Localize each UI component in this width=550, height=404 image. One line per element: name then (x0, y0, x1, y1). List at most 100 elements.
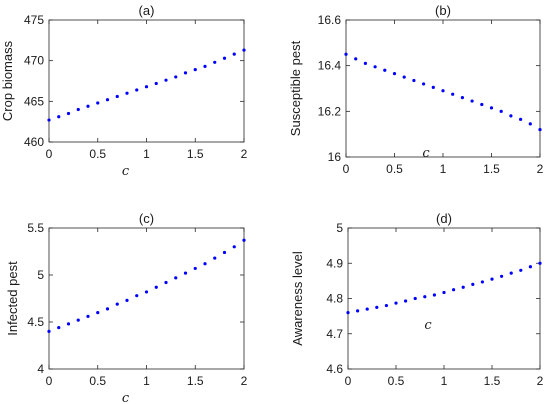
data-point (193, 266, 197, 271)
y-tick-label: 4.6 (326, 362, 343, 376)
x-tick-label: 0.5 (89, 374, 106, 388)
data-point (203, 64, 207, 68)
y-tick-label: 4.8 (326, 292, 343, 306)
x-tick-label: 0 (46, 147, 53, 161)
data-point (86, 104, 90, 108)
y-tick-label: 5.5 (27, 221, 44, 235)
data-point (480, 280, 484, 284)
data-point (528, 122, 532, 126)
data-point (96, 311, 100, 315)
data-point (461, 285, 465, 289)
y-axis-title: Awareness level (290, 251, 305, 346)
y-tick-label: 460 (24, 135, 44, 149)
y-tick-label: 470 (24, 54, 44, 68)
data-point (232, 52, 236, 56)
data-point (392, 72, 397, 76)
data-point (57, 326, 61, 330)
y-tick-label: 16.6 (318, 13, 342, 27)
data-point (470, 99, 474, 103)
x-tick-label: 0 (345, 374, 352, 388)
data-point (144, 85, 149, 89)
y-tick-label: 16.2 (318, 104, 342, 118)
data-point (519, 117, 523, 121)
data-point (489, 106, 494, 110)
y-tick-label: 4.5 (27, 315, 44, 329)
panel-title: (a) (139, 3, 155, 18)
data-point (451, 92, 455, 96)
chart-panel-d: 0 0.5 1 1.5 2 4.6 4.7 4.8 4.9 5 (d) Awareness level… (290, 211, 544, 388)
data-point (519, 268, 523, 272)
data-point (164, 78, 168, 82)
data-point (442, 290, 446, 295)
data-point (363, 61, 367, 65)
data-point (76, 318, 80, 322)
data-point (500, 274, 504, 278)
data-point (432, 293, 436, 297)
data-point (538, 128, 542, 132)
x-tick-label: 1 (143, 374, 150, 388)
data-point (66, 322, 71, 326)
x-tick-label: 0.5 (386, 162, 403, 176)
x-axis-title: c (122, 391, 130, 404)
data-point (125, 298, 129, 302)
data-point (242, 238, 246, 242)
data-point (365, 307, 369, 311)
x-tick-label: 0 (343, 162, 350, 176)
data-point (213, 256, 217, 260)
data-point (384, 303, 388, 308)
data-point (452, 288, 456, 292)
data-point (346, 311, 350, 315)
x-tick-label: 2 (241, 374, 248, 388)
data-point (47, 329, 51, 333)
data-point (394, 301, 398, 305)
x-tick-label: 0 (46, 374, 53, 388)
data-point (412, 78, 416, 83)
x-tick-label: 1 (143, 147, 150, 161)
y-tick-label: 465 (24, 94, 44, 108)
data-point (115, 302, 119, 306)
chart-panel-a: 0 0.5 1 1.5 2 460 465 470 475 (a) Crop biomass c (0, 3, 248, 179)
x-tick-label: 1.5 (187, 147, 204, 161)
data-point (193, 68, 197, 72)
data-point (154, 285, 158, 289)
x-tick-label: 2 (241, 147, 248, 161)
x-tick-label: 1.5 (483, 162, 500, 176)
data-point (480, 102, 484, 107)
y-tick-label: 4 (37, 362, 44, 376)
data-point (115, 94, 119, 99)
panel-title: (b) (435, 3, 451, 18)
data-point (354, 57, 358, 61)
y-tick-label: 16.4 (318, 59, 342, 73)
y-tick-label: 4.9 (326, 256, 343, 270)
data-point (383, 68, 387, 72)
data-point (413, 296, 417, 301)
data-point (76, 107, 80, 112)
data-point (356, 309, 360, 313)
y-axis-title: Infected pest (5, 261, 20, 336)
x-tick-label: 1.5 (484, 374, 501, 388)
y-tick-label: 5 (37, 268, 44, 282)
data-point (96, 101, 100, 105)
data-point (404, 299, 408, 303)
data-point (174, 75, 178, 79)
chart-panel-b: 0 0.5 1 1.5 2 16 16.2 16.4 16.6 (b) Susceptible pe… (288, 3, 544, 176)
x-axis-title: c (424, 318, 432, 333)
data-point (490, 277, 494, 281)
y-tick-label: 475 (24, 13, 44, 27)
data-point (47, 118, 51, 122)
data-point (242, 48, 246, 52)
x-tick-label: 0.5 (388, 374, 405, 388)
data-point (431, 85, 435, 89)
x-tick-label: 1.5 (187, 374, 204, 388)
y-tick-label: 5 (336, 221, 343, 235)
data-point (86, 314, 90, 318)
y-tick-label: 4.7 (326, 327, 343, 341)
data-point (105, 307, 110, 311)
panel-title: (d) (436, 211, 452, 226)
data-point (460, 96, 464, 100)
data-point (154, 81, 158, 86)
data-point (222, 56, 227, 60)
data-point (528, 265, 533, 269)
data-point (499, 109, 503, 113)
